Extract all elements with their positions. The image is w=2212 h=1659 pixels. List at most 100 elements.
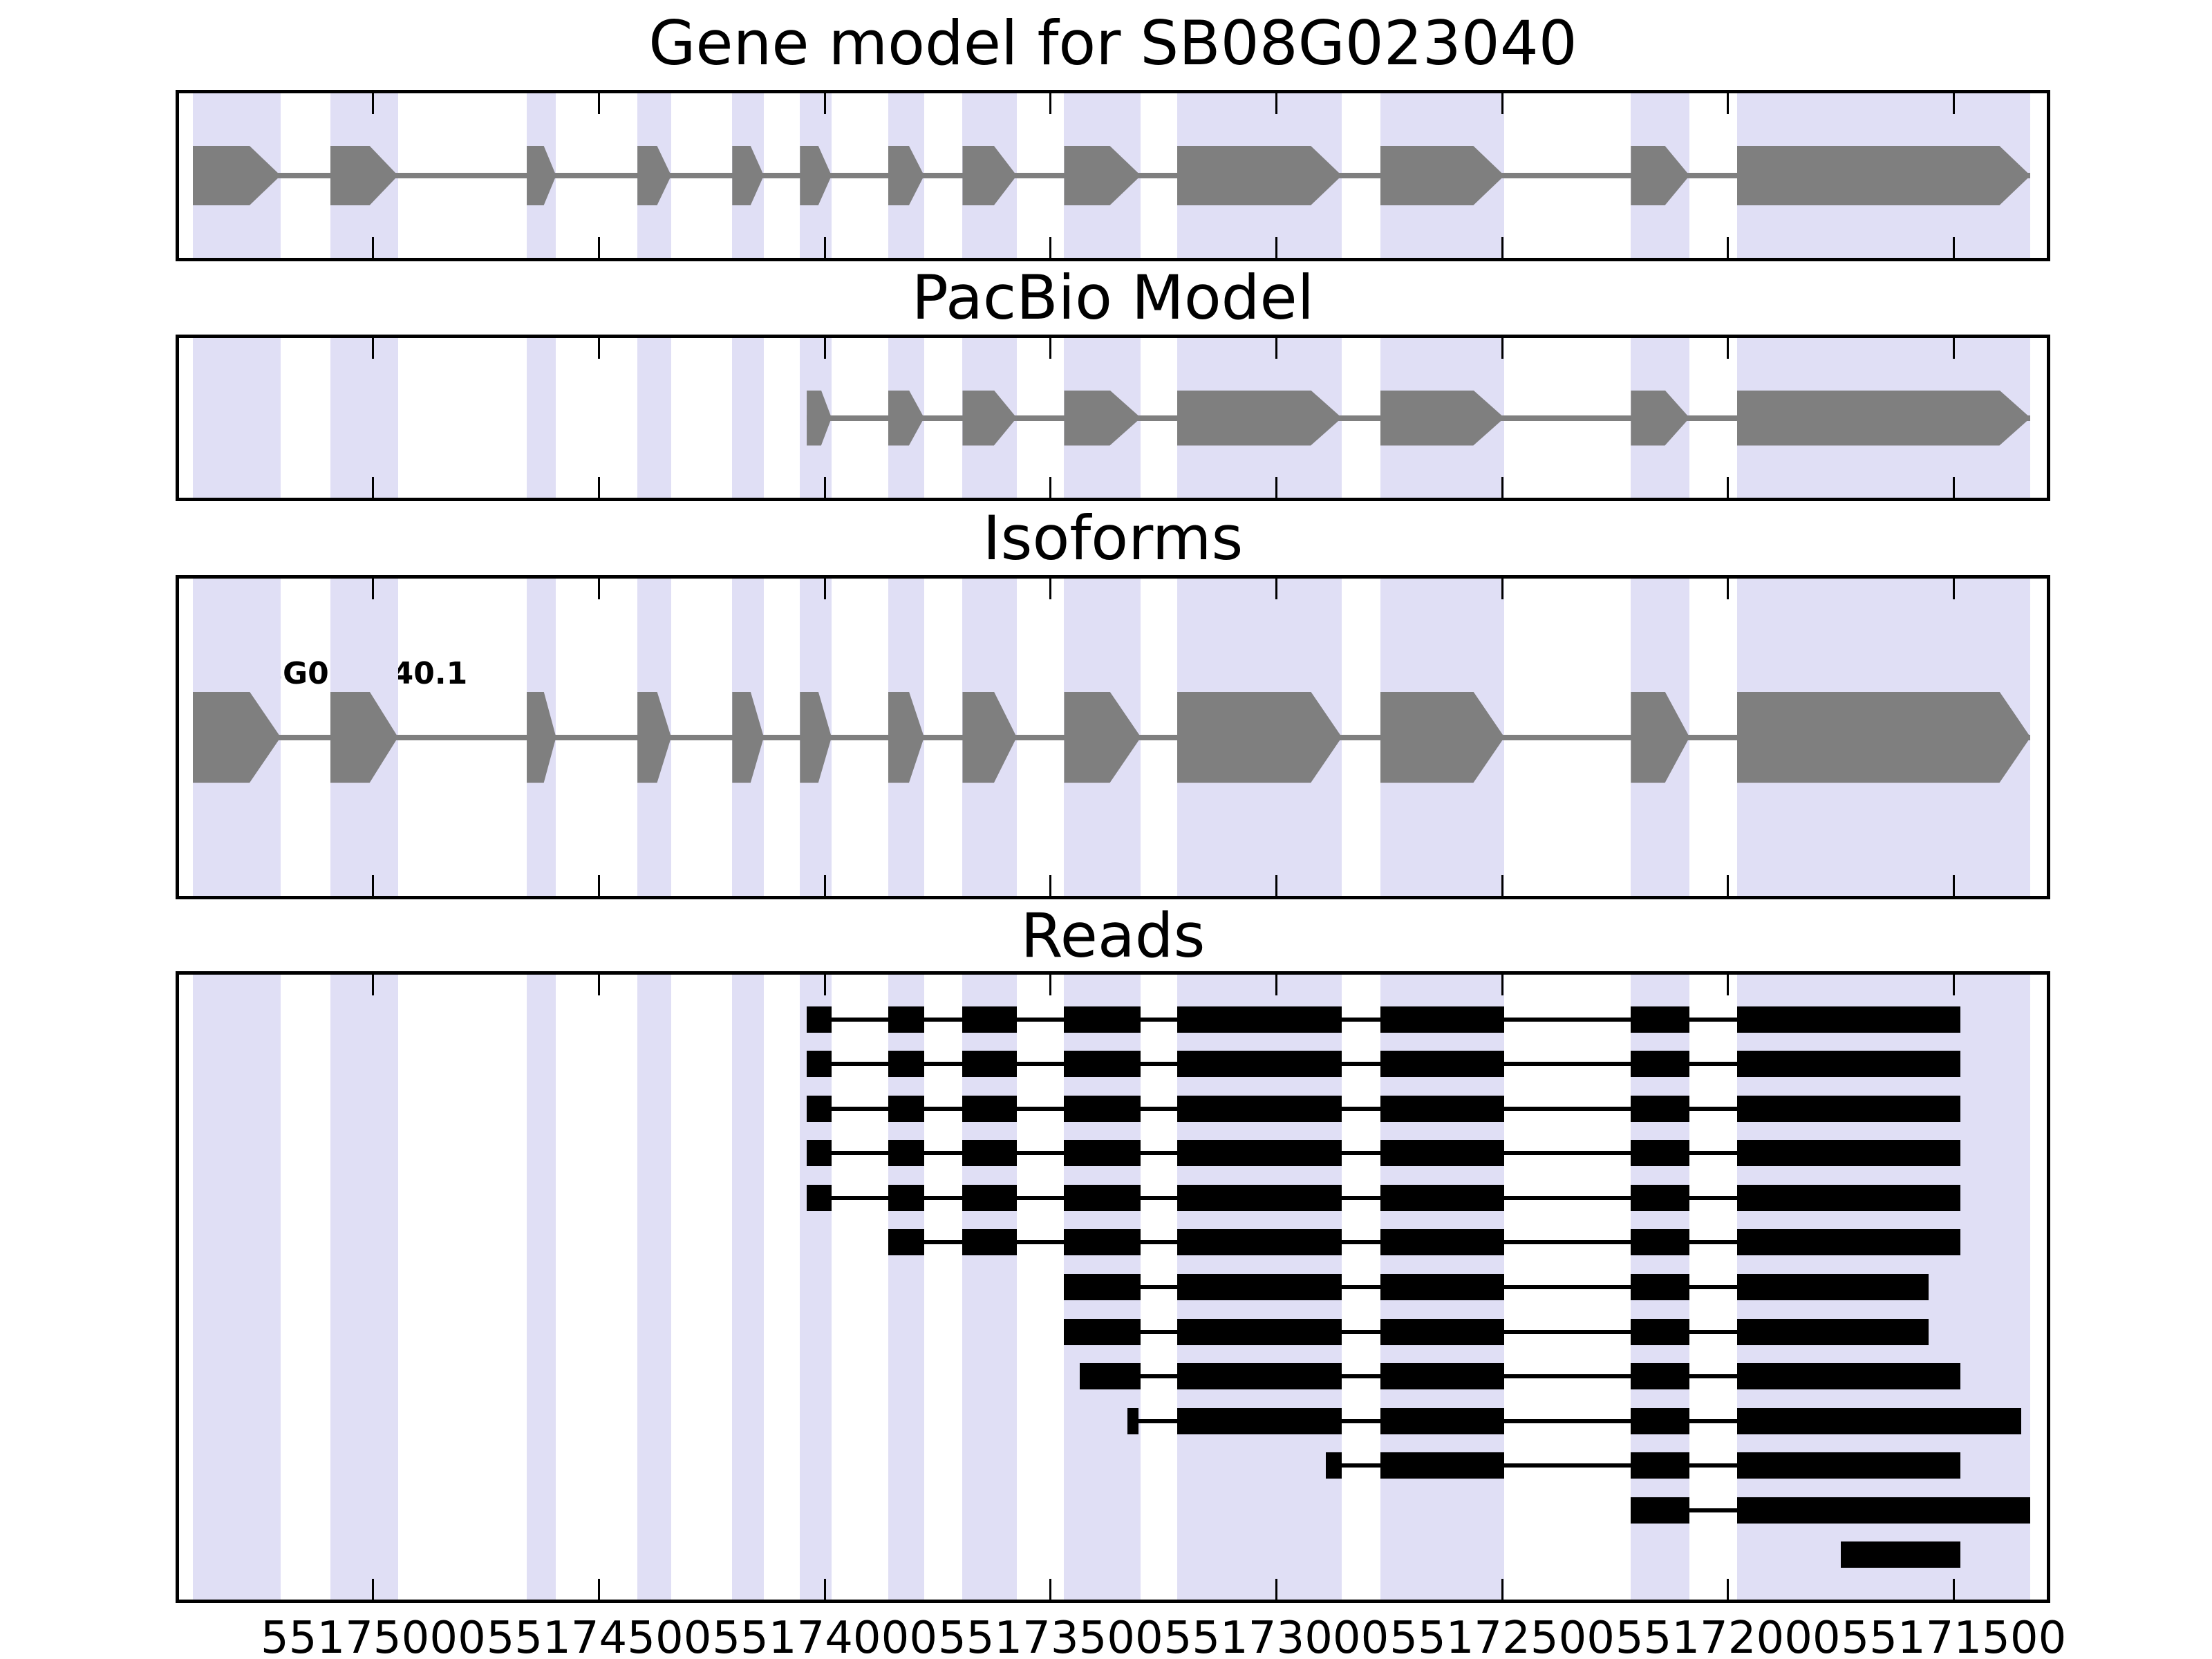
axis-tick-top — [1275, 338, 1277, 359]
axis-tick-bottom — [1501, 875, 1503, 896]
axis-tick-bottom — [372, 477, 375, 498]
read-exon-block — [1631, 1229, 1690, 1256]
read-exon-block — [807, 1140, 832, 1167]
axis-tick-bottom — [1501, 1579, 1503, 1600]
exon-highlight-band — [527, 338, 556, 498]
read-exon-block — [1380, 1229, 1505, 1256]
read-intron-line — [1080, 1374, 1961, 1379]
read-exon-block — [807, 1095, 832, 1122]
axis-tick-top — [372, 975, 375, 995]
read-exon-block — [1631, 1452, 1690, 1479]
read-exon-block — [1736, 1363, 1961, 1390]
panel-isoforms: SB08G023040.1 — [176, 575, 2050, 899]
read-exon-block — [962, 1006, 1017, 1033]
read-intron-line — [1127, 1418, 2022, 1423]
read-exon-block — [1177, 1140, 1342, 1167]
x-axis-tick-label: 55172500 — [1389, 1613, 1615, 1659]
read-exon-block — [1631, 1051, 1690, 1078]
exon-highlight-band — [637, 338, 672, 498]
pacbio-exon-arrow — [1380, 390, 1505, 446]
panel-gene-model-plot-area — [179, 93, 2047, 258]
read-exon-block — [1736, 1497, 2031, 1524]
axis-tick-top — [1727, 93, 1730, 114]
read-exon-block — [888, 1229, 924, 1256]
read-exon-block — [962, 1184, 1017, 1211]
panel-pacbio-model — [176, 335, 2050, 501]
axis-tick-bottom — [598, 477, 601, 498]
read-exon-block — [1064, 1095, 1141, 1122]
read-exon-block — [888, 1184, 924, 1211]
exon-highlight-band — [888, 975, 924, 1600]
read-exon-block — [807, 1051, 832, 1078]
read-exon-block — [1380, 1363, 1505, 1390]
axis-tick-top — [1501, 93, 1503, 114]
axis-tick-bottom — [1501, 237, 1503, 258]
exon-highlight-band — [732, 338, 764, 498]
read-exon-block — [1064, 1006, 1141, 1033]
isoform-exon-arrow — [1380, 691, 1505, 783]
read-exon-block — [1380, 1051, 1505, 1078]
panel-pacbio-plot-area — [179, 338, 2047, 498]
gene-model-exon-arrow — [1380, 146, 1505, 205]
axis-tick-bottom — [598, 237, 601, 258]
panel-isoforms-plot-area: SB08G023040.1 — [179, 579, 2047, 896]
axis-tick-top — [598, 338, 601, 359]
x-axis-tick-label: 55171500 — [1841, 1613, 2067, 1659]
panel-gene-model — [176, 90, 2050, 261]
axis-tick-top — [1049, 975, 1052, 995]
read-exon-block — [1736, 1274, 1929, 1300]
axis-tick-bottom — [823, 1579, 826, 1600]
read-exon-block — [888, 1051, 924, 1078]
read-exon-block — [1631, 1095, 1690, 1122]
read-exon-block — [1380, 1274, 1505, 1300]
gene-model-exon-arrow — [1177, 146, 1342, 205]
x-axis-tick-label: 55172000 — [1615, 1613, 1841, 1659]
read-exon-block — [1177, 1095, 1342, 1122]
axis-tick-top — [1952, 93, 1955, 114]
panel-reads — [176, 971, 2050, 1603]
axis-tick-top — [1275, 93, 1277, 114]
axis-tick-bottom — [1952, 477, 1955, 498]
x-axis-tick-label: 55173000 — [1163, 1613, 1389, 1659]
axis-tick-top — [1275, 579, 1277, 599]
axis-tick-top — [598, 975, 601, 995]
axis-tick-bottom — [1727, 875, 1730, 896]
panel-title-reads: Reads — [1020, 900, 1206, 971]
gene-model-exon-arrow — [1736, 146, 2031, 205]
x-axis-tick-label: 55175000 — [261, 1613, 486, 1659]
read-exon-block — [1631, 1140, 1690, 1167]
axis-tick-bottom — [823, 477, 826, 498]
axis-tick-bottom — [1049, 875, 1052, 896]
axis-tick-bottom — [1275, 477, 1277, 498]
read-exon-block — [1631, 1184, 1690, 1211]
axis-tick-top — [823, 93, 826, 114]
axis-tick-top — [1501, 579, 1503, 599]
read-exon-block — [807, 1184, 832, 1211]
x-axis-tick-label: 55174000 — [712, 1613, 938, 1659]
axis-tick-bottom — [1049, 477, 1052, 498]
panel-title-pacbio: PacBio Model — [911, 262, 1315, 333]
read-exon-block — [1631, 1274, 1690, 1300]
exon-highlight-band — [192, 975, 281, 1600]
axis-tick-bottom — [1275, 1579, 1277, 1600]
read-exon-block — [1177, 1229, 1342, 1256]
axis-tick-top — [823, 338, 826, 359]
read-exon-block — [1736, 1140, 1961, 1167]
axis-tick-top — [372, 93, 375, 114]
axis-tick-bottom — [1952, 1579, 1955, 1600]
axis-tick-top — [1049, 338, 1052, 359]
exon-highlight-band — [527, 975, 556, 1600]
axis-tick-bottom — [372, 237, 375, 258]
read-exon-block — [1380, 1006, 1505, 1033]
axis-tick-top — [1952, 338, 1955, 359]
exon-highlight-band — [962, 975, 1017, 1600]
read-exon-block — [1736, 1229, 1961, 1256]
axis-tick-top — [1501, 975, 1503, 995]
axis-tick-bottom — [1952, 237, 1955, 258]
read-exon-block — [1631, 1497, 1690, 1524]
exon-highlight-band — [732, 975, 764, 1600]
axis-tick-bottom — [372, 1579, 375, 1600]
read-exon-block — [1064, 1184, 1141, 1211]
axis-tick-top — [598, 579, 601, 599]
